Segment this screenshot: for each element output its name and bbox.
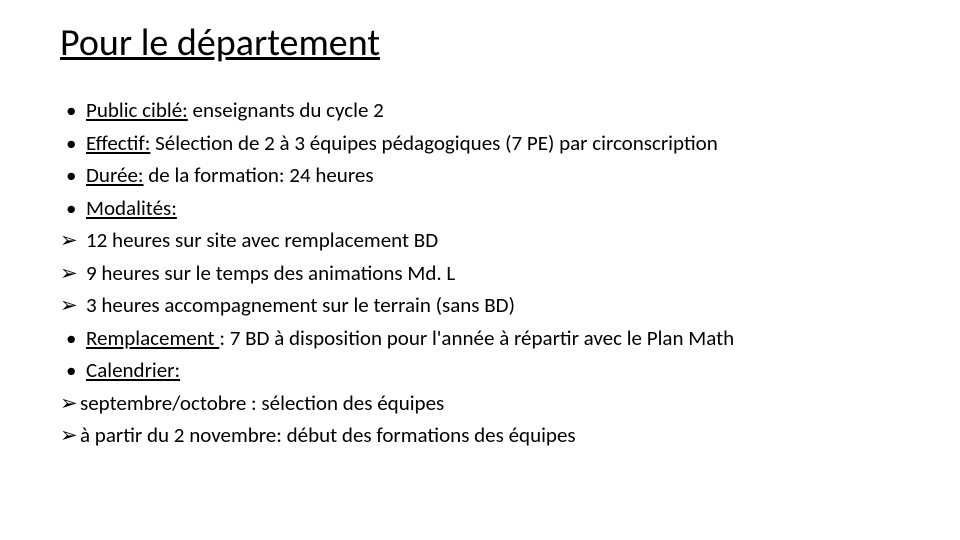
list-item-value: : 7 BD à disposition pour l'année à répa… bbox=[219, 325, 734, 351]
list-item-value: enseignants du cycle 2 bbox=[188, 97, 384, 123]
list-item: ➢septembre/octobre : sélection des équip… bbox=[60, 387, 900, 420]
list-item-value: de la formation: 24 heures bbox=[144, 162, 374, 188]
bullet-dot-icon: • bbox=[60, 354, 86, 387]
list-item-text: Public ciblé: enseignants du cycle 2 bbox=[86, 94, 900, 127]
list-item-text: Remplacement : 7 BD à disposition pour l… bbox=[86, 322, 900, 355]
list-item: ➢3 heures accompagnement sur le terrain … bbox=[60, 289, 900, 322]
list-item-label: Remplacement bbox=[86, 325, 219, 351]
bullet-dot-icon: • bbox=[60, 159, 86, 192]
list-item: ➢à partir du 2 novembre: début des forma… bbox=[60, 419, 900, 452]
list-item-text: Calendrier: bbox=[86, 354, 900, 387]
list-item-value: Sélection de 2 à 3 équipes pédagogiques … bbox=[150, 130, 717, 156]
list-item-label: Public ciblé: bbox=[86, 97, 188, 123]
arrow-icon: ➢ bbox=[60, 289, 86, 322]
list-item-label: Modalités: bbox=[86, 195, 177, 221]
list-item-label: Effectif: bbox=[86, 130, 150, 156]
list-item-text: Durée: de la formation: 24 heures bbox=[86, 159, 900, 192]
bullet-dot-icon: • bbox=[60, 94, 86, 127]
list-item-text: septembre/octobre : sélection des équipe… bbox=[80, 387, 900, 420]
list-item: •Public ciblé: enseignants du cycle 2 bbox=[60, 94, 900, 127]
list-item: •Modalités: bbox=[60, 192, 900, 225]
list-item-text: à partir du 2 novembre: début des format… bbox=[80, 419, 900, 452]
list-item-text: Effectif: Sélection de 2 à 3 équipes péd… bbox=[86, 127, 900, 160]
list-item: •Durée: de la formation: 24 heures bbox=[60, 159, 900, 192]
arrow-icon: ➢ bbox=[60, 387, 80, 420]
arrow-icon: ➢ bbox=[60, 224, 86, 257]
list-item: •Effectif: Sélection de 2 à 3 équipes pé… bbox=[60, 127, 900, 160]
list-item: ➢12 heures sur site avec remplacement BD bbox=[60, 224, 900, 257]
list-item-value: à partir du 2 novembre: début des format… bbox=[80, 422, 576, 448]
list-item-label: Durée: bbox=[86, 162, 144, 188]
page-title: Pour le département bbox=[60, 20, 900, 66]
list-item: ➢9 heures sur le temps des animations Md… bbox=[60, 257, 900, 290]
list-item-text: 12 heures sur site avec remplacement BD bbox=[86, 224, 900, 257]
content-list: •Public ciblé: enseignants du cycle 2•Ef… bbox=[60, 94, 900, 452]
list-item-label: Calendrier: bbox=[86, 357, 180, 383]
list-item-value: 3 heures accompagnement sur le terrain (… bbox=[86, 292, 515, 318]
list-item: •Calendrier: bbox=[60, 354, 900, 387]
bullet-dot-icon: • bbox=[60, 192, 86, 225]
list-item-text: 9 heures sur le temps des animations Md.… bbox=[86, 257, 900, 290]
list-item-value: septembre/octobre : sélection des équipe… bbox=[80, 390, 444, 416]
list-item: •Remplacement : 7 BD à disposition pour … bbox=[60, 322, 900, 355]
list-item-value: 9 heures sur le temps des animations Md.… bbox=[86, 260, 455, 286]
bullet-dot-icon: • bbox=[60, 322, 86, 355]
arrow-icon: ➢ bbox=[60, 257, 86, 290]
list-item-text: Modalités: bbox=[86, 192, 900, 225]
list-item-value: 12 heures sur site avec remplacement BD bbox=[86, 227, 438, 253]
list-item-text: 3 heures accompagnement sur le terrain (… bbox=[86, 289, 900, 322]
bullet-dot-icon: • bbox=[60, 127, 86, 160]
arrow-icon: ➢ bbox=[60, 419, 80, 452]
